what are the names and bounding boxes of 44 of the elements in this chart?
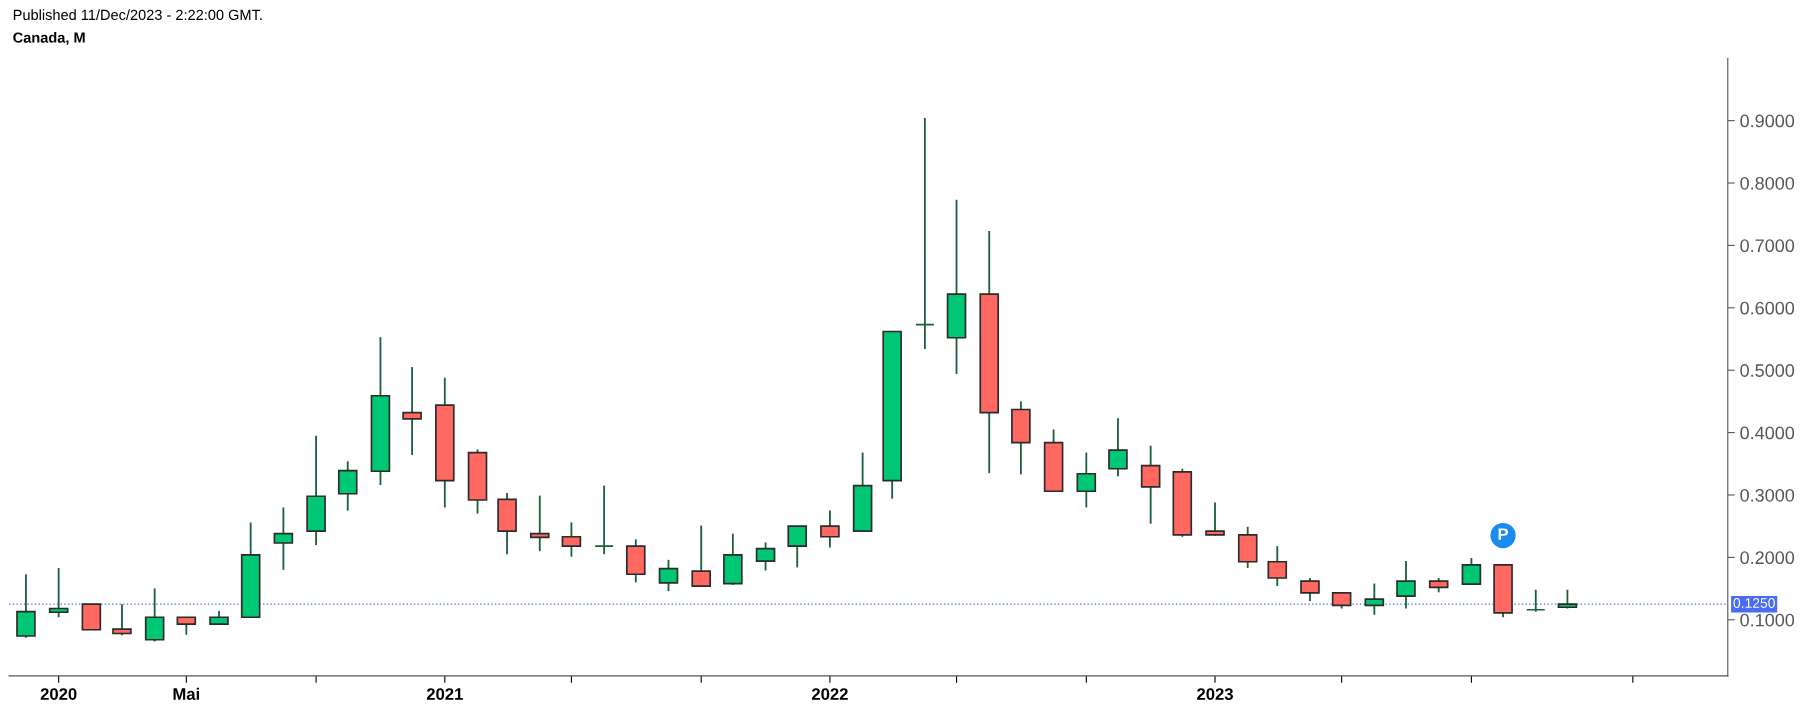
candlestick: [1205, 501, 1225, 537]
x-tick-label: 2022: [811, 688, 848, 700]
candlestick: [337, 460, 358, 512]
candlestick: [1396, 560, 1416, 610]
y-tick-label: 0.4000: [1740, 426, 1795, 440]
candlestick: [1461, 557, 1482, 586]
candlestick: [1300, 577, 1320, 602]
candlestick: [1267, 545, 1288, 587]
x-tick-label: 2021: [426, 688, 463, 700]
candlestick: [1076, 451, 1097, 509]
y-tick-label: 0.3000: [1740, 488, 1795, 502]
x-tick-label: 2020: [40, 688, 77, 700]
x-tick-label: 2023: [1197, 688, 1233, 700]
candlestick: [658, 558, 679, 592]
candlestick: [273, 506, 294, 571]
y-tick-label: 0.1000: [1740, 613, 1795, 627]
y-tick-label: 0.8000: [1740, 176, 1795, 190]
candlestick: [1525, 588, 1546, 613]
candlestick: [820, 509, 840, 549]
candlestick: [529, 494, 550, 553]
candlestick: [112, 603, 132, 637]
y-tick-label: 0.5000: [1740, 364, 1795, 377]
candlestick: [787, 525, 808, 569]
y-tick-label: 0.9000: [1740, 114, 1795, 128]
candlestick: [1557, 588, 1578, 610]
candlestick: [1140, 444, 1161, 525]
chart-title: Canada, M: [13, 32, 85, 45]
candlestick: [1108, 417, 1128, 478]
candlestick: [915, 117, 935, 350]
candlestick: [402, 366, 422, 456]
candlestick: [1364, 582, 1385, 616]
candlestick: [48, 567, 69, 619]
candlestick: [594, 484, 614, 556]
text: Published 11/Dec/2023 - 2:22:00 GMT.: [13, 9, 262, 21]
candlestick: [755, 541, 776, 572]
x-tick-label: Mai: [173, 687, 200, 700]
candlestick: [691, 524, 712, 587]
y-tick-label: 0.6000: [1740, 301, 1795, 315]
ref-line-label: 0.1250: [1733, 598, 1775, 608]
candlestick: [561, 521, 582, 558]
y-tick-label: 0.7000: [1740, 239, 1795, 253]
y-tick-label: 0.2000: [1740, 551, 1795, 565]
annotation: P: [1498, 528, 1509, 540]
candlestick: [144, 587, 165, 643]
